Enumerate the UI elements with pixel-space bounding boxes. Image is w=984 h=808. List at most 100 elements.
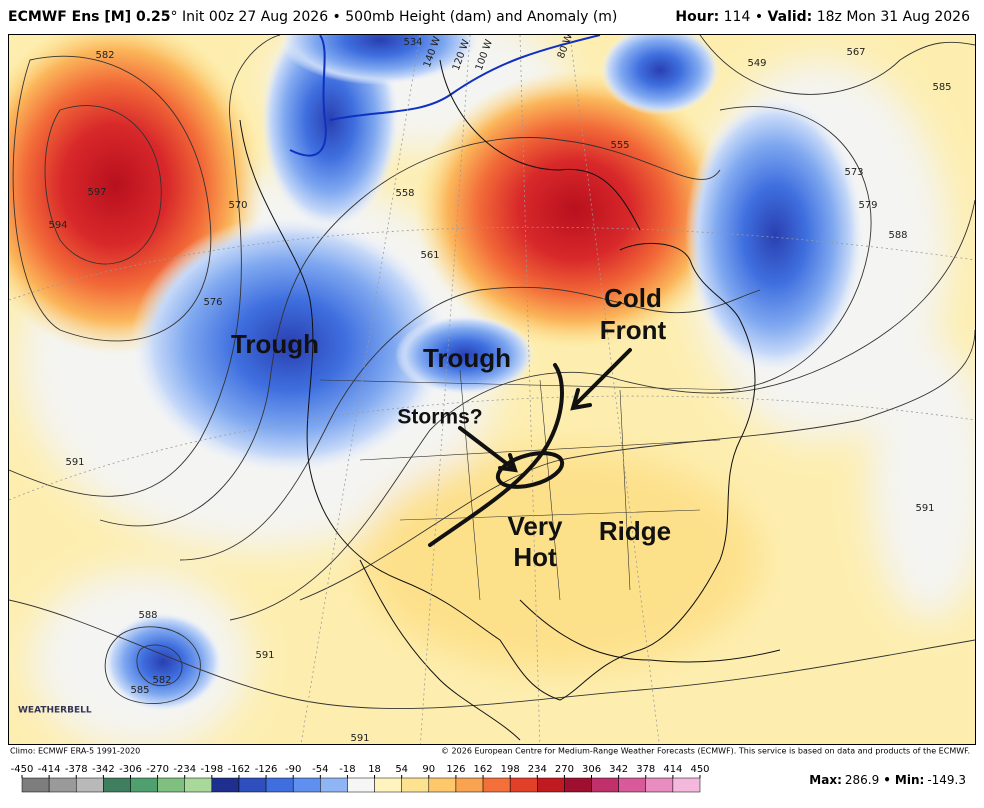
colorbar-tick-label: 378 bbox=[636, 764, 655, 775]
contour-label: 576 bbox=[203, 297, 222, 308]
header-part: ° Init 00z 27 Aug 2026 • 500mb Height (d… bbox=[171, 9, 618, 25]
colorbar-swatch bbox=[75, 777, 104, 793]
contour-label: 597 bbox=[87, 187, 106, 198]
annotation: Very bbox=[508, 511, 563, 541]
colorbar-tick-label: -198 bbox=[200, 764, 223, 775]
colorbar-swatch bbox=[103, 777, 131, 793]
contour-label: 558 bbox=[395, 188, 414, 199]
colorbar-tick-label: 234 bbox=[528, 764, 547, 775]
contour-label: 585 bbox=[130, 685, 149, 696]
colorbar-swatch bbox=[347, 777, 375, 793]
colorbar-tick-label: -270 bbox=[146, 764, 169, 775]
contour-label: 534 bbox=[403, 37, 422, 48]
colorbar-swatch bbox=[265, 777, 294, 793]
colorbar-swatch bbox=[564, 777, 592, 793]
header-part: Hour: bbox=[675, 9, 719, 25]
colorbar-tick-label: -450 bbox=[11, 764, 34, 775]
contour-label: 591 bbox=[255, 650, 274, 661]
trough-anomaly bbox=[685, 95, 865, 375]
stat-part: • bbox=[883, 773, 891, 787]
colorbar-tick-label: -414 bbox=[38, 764, 61, 775]
contour-label: 573 bbox=[844, 167, 863, 178]
stat-part: -149.3 bbox=[927, 773, 966, 787]
annotation: Storms? bbox=[397, 406, 482, 429]
annotation: Trough bbox=[423, 343, 511, 373]
contour-label: 591 bbox=[350, 733, 369, 744]
colorbar-tick-label: -126 bbox=[255, 764, 278, 775]
colorbar-swatch bbox=[537, 777, 565, 793]
colorbar-swatch bbox=[238, 777, 267, 793]
contour-label: 594 bbox=[48, 220, 67, 231]
header-part: 18z Mon 31 Aug 2026 bbox=[812, 9, 970, 25]
contour-label: 582 bbox=[152, 675, 171, 686]
colorbar-swatch bbox=[455, 777, 484, 793]
colorbar-swatch bbox=[320, 777, 348, 793]
annotation: Ridge bbox=[599, 516, 671, 546]
annotation: Front bbox=[600, 315, 667, 345]
contour-label: 591 bbox=[915, 503, 934, 514]
colorbar-tick-label: 162 bbox=[473, 764, 492, 775]
contour-label: 567 bbox=[846, 47, 865, 58]
contour-label: 588 bbox=[138, 610, 157, 621]
annotation: Cold bbox=[604, 283, 662, 313]
contour-label: 591 bbox=[65, 457, 84, 468]
stat-part: Max: bbox=[809, 773, 842, 787]
colorbar-swatch bbox=[672, 777, 701, 793]
colorbar-tick-label: 342 bbox=[609, 764, 628, 775]
contour-label: 555 bbox=[610, 140, 629, 151]
header-right: Hour: 114 • Valid: 18z Mon 31 Aug 2026 bbox=[675, 9, 970, 25]
map-frame bbox=[8, 34, 976, 745]
colorbar-tick-label: -306 bbox=[119, 764, 142, 775]
colorbar-swatch bbox=[184, 777, 213, 793]
colorbar-tick-label: -18 bbox=[339, 764, 355, 775]
trough-anomaly bbox=[600, 35, 720, 115]
colorbar-swatch bbox=[48, 777, 77, 793]
colorbar-swatch bbox=[428, 777, 457, 793]
header-left: ECMWF Ens [M] 0.25° Init 00z 27 Aug 2026… bbox=[8, 9, 617, 25]
trough-anomaly bbox=[280, 35, 480, 85]
colorbar-tick-label: 450 bbox=[690, 764, 709, 775]
colorbar-tick-label: 126 bbox=[446, 764, 465, 775]
trough-anomaly bbox=[395, 315, 535, 395]
colorbar-tick-label: 306 bbox=[582, 764, 601, 775]
colorbar-tick-label: 90 bbox=[422, 764, 435, 775]
colorbar-tick-label: -342 bbox=[92, 764, 115, 775]
colorbar-tick-label: 54 bbox=[395, 764, 408, 775]
colorbar-swatch bbox=[21, 777, 50, 793]
contour-label: 588 bbox=[888, 230, 907, 241]
contour-label: 579 bbox=[858, 200, 877, 211]
colorbar-swatch bbox=[157, 777, 185, 793]
colorbar-tick-label: 414 bbox=[663, 764, 682, 775]
colorbar-swatch bbox=[482, 777, 511, 793]
header-part: Valid: bbox=[768, 9, 813, 25]
colorbar-swatch bbox=[509, 777, 538, 793]
colorbar-tick-label: -54 bbox=[312, 764, 328, 775]
coastlines bbox=[239, 59, 781, 741]
freezing-contour bbox=[289, 35, 601, 157]
colorbar-swatch bbox=[591, 777, 619, 793]
contour-label: 570 bbox=[228, 200, 247, 211]
graticule bbox=[9, 35, 975, 744]
copyright: © 2026 European Centre for Medium-Range … bbox=[441, 747, 970, 756]
colorbar-tick-label: 198 bbox=[501, 764, 520, 775]
contour-label: 582 bbox=[95, 50, 114, 61]
header-part: 114 • bbox=[719, 9, 767, 25]
colorbar-tick-label: -378 bbox=[65, 764, 88, 775]
colorbar-swatch bbox=[211, 777, 240, 793]
colorbar-swatch bbox=[292, 777, 321, 793]
colorbar-tick-label: 270 bbox=[555, 764, 574, 775]
header-part: ECMWF Ens [M] 0.25 bbox=[8, 9, 171, 25]
colorbar-swatch bbox=[130, 777, 158, 793]
colorbar-swatch bbox=[618, 777, 647, 793]
colorbar-swatch bbox=[401, 777, 430, 793]
colorbar-swatch bbox=[645, 777, 674, 793]
trough-anomaly bbox=[130, 215, 450, 475]
logo: WEATHERBELL bbox=[18, 706, 92, 716]
colorbar-tick-label: 18 bbox=[368, 764, 381, 775]
stat-part: 286.9 bbox=[845, 773, 879, 787]
annotation: Trough bbox=[231, 329, 319, 359]
annotation: Hot bbox=[513, 542, 557, 572]
annotation-arrows bbox=[428, 348, 632, 547]
